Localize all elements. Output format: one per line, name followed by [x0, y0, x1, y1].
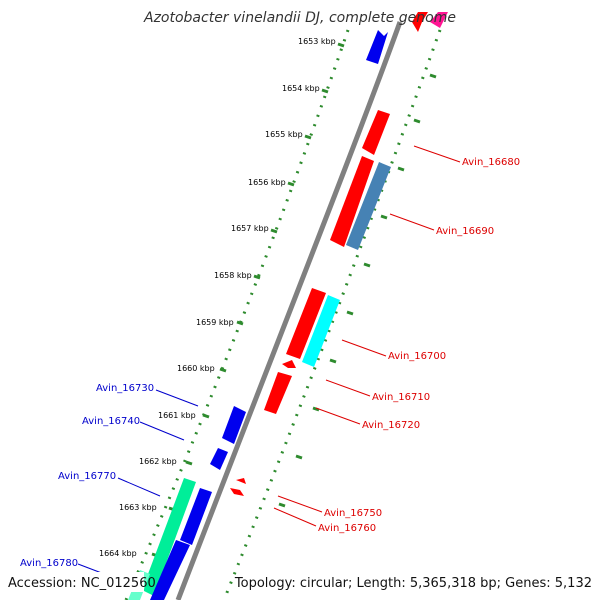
gene-avin-16740[interactable] — [210, 448, 228, 470]
genome-backbone — [175, 21, 403, 600]
label-avin-16690[interactable]: Avin_16690 — [436, 226, 494, 237]
gene-avin-16720[interactable] — [264, 372, 292, 414]
tick-label-1654: 1654 kbp — [282, 84, 320, 93]
label-avin-16750[interactable]: Avin_16750 — [324, 508, 382, 519]
label-avin-16740[interactable]: Avin_16740 — [82, 416, 140, 427]
gene-avin-16680[interactable] — [362, 110, 390, 155]
gene-avin-16760[interactable] — [230, 488, 244, 496]
gene-features — [128, 12, 448, 600]
label-avin-16710[interactable]: Avin_16710 — [372, 392, 430, 403]
tick-label-1663: 1663 kbp — [119, 503, 157, 512]
tick-label-1664: 1664 kbp — [99, 549, 137, 558]
gene-avin-16700[interactable] — [286, 288, 326, 359]
tick-label-1656: 1656 kbp — [248, 178, 286, 187]
footer-bg-left — [4, 572, 144, 592]
label-avin-16770[interactable]: Avin_16770 — [58, 471, 116, 482]
label-avin-16700[interactable]: Avin_16700 — [388, 351, 446, 362]
tick-label-1658: 1658 kbp — [214, 271, 252, 280]
gene-top-red[interactable] — [412, 12, 428, 32]
gene-cyan[interactable] — [302, 295, 340, 367]
tick-label-1661: 1661 kbp — [158, 411, 196, 420]
tick-label-1655: 1655 kbp — [265, 130, 303, 139]
label-avin-16780[interactable]: Avin_16780 — [20, 558, 78, 569]
gene-avin-16750[interactable] — [236, 478, 246, 484]
gene-red-long[interactable] — [330, 156, 374, 247]
gene-top-magenta[interactable] — [430, 12, 448, 28]
gene-avin-16780[interactable] — [150, 540, 190, 600]
gene-avin-16770[interactable] — [142, 478, 196, 596]
footer-bg-right — [256, 572, 596, 592]
gene-blue-1663[interactable] — [180, 488, 212, 545]
gene-avin-16690[interactable] — [346, 162, 391, 250]
tick-label-1660: 1660 kbp — [177, 364, 215, 373]
major-ticks-right — [278, 73, 437, 508]
label-avin-16680[interactable]: Avin_16680 — [462, 157, 520, 168]
tick-label-1657: 1657 kbp — [231, 224, 269, 233]
map-title: Azotobacter vinelandii DJ, complete geno… — [143, 10, 456, 26]
gene-blue-1653[interactable] — [366, 30, 388, 64]
label-avin-16730[interactable]: Avin_16730 — [96, 383, 154, 394]
tick-label-1662: 1662 kbp — [139, 457, 177, 466]
gene-avin-16710[interactable] — [282, 360, 296, 368]
tick-label-1659: 1659 kbp — [196, 318, 234, 327]
gene-avin-16730[interactable] — [222, 406, 246, 444]
tick-label-1653: 1653 kbp — [298, 37, 336, 46]
accession-text: Accession: NC_012560 — [8, 576, 156, 591]
label-avin-16760[interactable]: Avin_16760 — [318, 523, 376, 534]
topology-text: Topology: circular; Length: 5,365,318 bp… — [234, 576, 592, 591]
label-avin-16720[interactable]: Avin_16720 — [362, 420, 420, 431]
